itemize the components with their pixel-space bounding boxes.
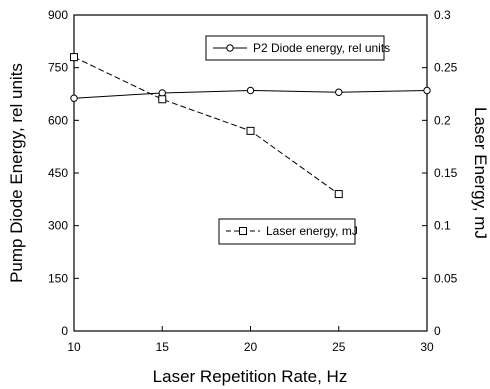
legend-p2-diode: P2 Diode energy, rel units xyxy=(205,35,390,61)
left-y-tick-label: 0 xyxy=(61,324,68,338)
legend-label-p2-diode: P2 Diode energy, rel units xyxy=(253,41,390,55)
x-tick-label: 30 xyxy=(420,340,434,354)
right-y-tick-label: 0.3 xyxy=(434,8,451,22)
series-0-point xyxy=(70,94,78,102)
x-tick-label: 20 xyxy=(244,340,258,354)
series-1-point xyxy=(334,190,343,199)
left-y-tick-label: 150 xyxy=(48,271,68,285)
plot-area xyxy=(73,14,428,332)
series-0-point xyxy=(335,88,343,96)
right-y-tick-label: 0.15 xyxy=(434,166,458,180)
legend-circle-marker xyxy=(226,44,234,52)
right-y-tick-label: 0.2 xyxy=(434,113,451,127)
x-tick-label: 10 xyxy=(67,340,81,354)
series-1-point xyxy=(246,126,255,135)
left-y-axis-title: Pump Diode Energy, rel units xyxy=(7,63,26,283)
series-1-point xyxy=(158,95,167,104)
left-y-tick-label: 300 xyxy=(48,219,68,233)
series-layer xyxy=(70,53,431,199)
right-y-tick-label: 0.05 xyxy=(434,271,458,285)
legend-label-laser-energy: Laser energy, mJ xyxy=(266,224,358,238)
left-y-tick-label: 900 xyxy=(48,8,68,22)
legend-laser-energy: Laser energy, mJ xyxy=(218,218,358,245)
left-y-tick-label: 600 xyxy=(48,113,68,127)
legend-square-marker xyxy=(239,227,247,235)
right-y-tick-label: 0.25 xyxy=(434,61,458,75)
series-0-point xyxy=(246,86,255,95)
left-y-tick-label: 750 xyxy=(48,61,68,75)
right-y-tick-label: 0 xyxy=(434,324,441,338)
series-0-point xyxy=(423,86,431,95)
series-line-1 xyxy=(73,56,340,195)
right-y-tick-label: 0.1 xyxy=(434,219,451,233)
right-y-axis-title: Laser Energy, mJ xyxy=(471,107,490,239)
left-y-axis-ticks: 0 150 300 450 600 750 900 xyxy=(48,8,79,338)
x-tick-label: 25 xyxy=(332,340,346,354)
left-y-tick-label: 450 xyxy=(48,166,68,180)
x-axis-title: Laser Repetition Rate, Hz xyxy=(153,367,348,386)
series-1-point xyxy=(70,53,78,62)
x-axis-ticks: 10 15 20 25 30 xyxy=(67,326,434,354)
series-0-point xyxy=(158,89,166,97)
right-y-axis-ticks: 0 0.05 0.1 0.15 0.2 0.25 0.3 xyxy=(422,8,458,338)
x-tick-label: 15 xyxy=(156,340,170,354)
